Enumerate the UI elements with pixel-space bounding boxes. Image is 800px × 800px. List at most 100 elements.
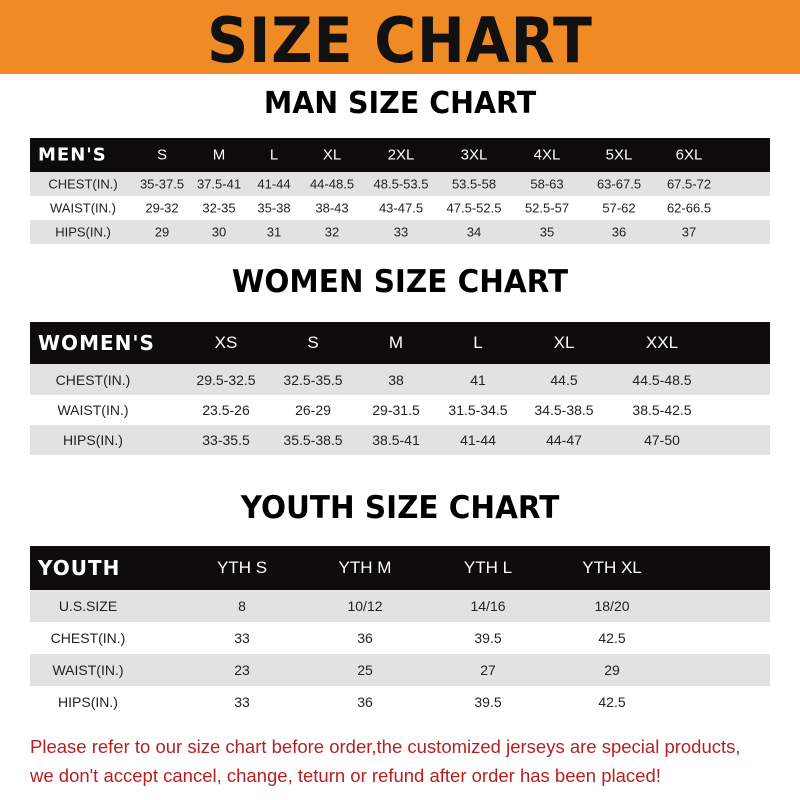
order-notice: Please refer to our size chart before or… bbox=[30, 732, 790, 790]
measurement-cell: 48.5-53.5 bbox=[373, 176, 429, 192]
table-row: CHEST(IN.) 33 36 39.5 42.5 bbox=[30, 622, 770, 654]
header-label: YOUTH bbox=[38, 556, 121, 580]
measurement-cell: 47.5-52.5 bbox=[446, 200, 502, 216]
measurement-cell: 43-47.5 bbox=[378, 200, 424, 216]
row-label: CHEST(IN.) bbox=[48, 176, 118, 192]
measurement-cell: 31 bbox=[266, 224, 282, 240]
row-label: CHEST(IN.) bbox=[50, 630, 126, 646]
measurement-cell: 44.5 bbox=[550, 371, 578, 388]
size-header: 4XL bbox=[533, 146, 561, 164]
measurement-cell: 33-35.5 bbox=[202, 432, 250, 448]
table-row: CHEST(IN.) 35-37.5 37.5-41 41-44 44-48.5 48.5… bbox=[30, 172, 770, 196]
measurement-cell: 14/16 bbox=[470, 598, 506, 614]
row-label: U.S.SIZE bbox=[58, 598, 118, 614]
table-row: WAIST(IN.) 29-32 32-35 35-38 38-43 43-47.5 47.… bbox=[30, 196, 770, 220]
size-header: XL bbox=[322, 146, 342, 164]
size-header: 5XL bbox=[605, 146, 633, 164]
size-header: YTH XL bbox=[582, 558, 642, 577]
measurement-cell: 41-44 bbox=[257, 176, 291, 192]
women-section-title: WOMEN SIZE CHART bbox=[231, 264, 569, 300]
size-header: 3XL bbox=[460, 146, 488, 164]
measurement-cell: 10/12 bbox=[347, 598, 383, 614]
measurement-cell: 38-43 bbox=[315, 200, 349, 216]
size-header: XS bbox=[214, 333, 238, 352]
measurement-cell: 33 bbox=[234, 694, 250, 710]
header-label: MEN'S bbox=[38, 144, 107, 166]
row-label: CHEST(IN.) bbox=[55, 371, 131, 388]
size-header: L bbox=[269, 146, 279, 164]
measurement-cell: 32-35 bbox=[202, 200, 236, 216]
measurement-cell: 41 bbox=[470, 371, 486, 388]
measurement-cell: 35-38 bbox=[257, 200, 291, 216]
measurement-cell: 39.5 bbox=[474, 630, 502, 646]
measurement-cell: 39.5 bbox=[474, 694, 502, 710]
measurement-cell: 52.5-57 bbox=[524, 200, 570, 216]
size-header: YTH S bbox=[216, 558, 268, 577]
measurement-cell: 38 bbox=[388, 371, 404, 388]
measurement-cell: 44-48.5 bbox=[309, 176, 355, 192]
measurement-cell: 36 bbox=[611, 224, 627, 240]
row-label: HIPS(IN.) bbox=[63, 432, 123, 448]
table-row: U.S.SIZE 8 10/12 14/16 18/20 bbox=[30, 590, 770, 622]
table-row: HIPS(IN.) 33-35.5 35.5-38.5 38.5-41 41-44 44-… bbox=[30, 425, 770, 455]
measurement-cell: 8 bbox=[238, 598, 246, 614]
measurement-cell: 23.5-26 bbox=[202, 402, 250, 418]
measurement-cell: 63-67.5 bbox=[596, 176, 642, 192]
measurement-cell: 57-62 bbox=[602, 200, 636, 216]
measurement-cell: 25 bbox=[357, 662, 373, 678]
table-row: CHEST(IN.) 29.5-32.5 32.5-35.5 38 41 44.5 44.5… bbox=[30, 364, 770, 395]
measurement-cell: 42.5 bbox=[598, 694, 626, 710]
size-header: 6XL bbox=[675, 146, 703, 164]
size-header: S bbox=[307, 333, 319, 352]
measurement-cell: 67.5-72 bbox=[666, 176, 712, 192]
men-section-title: MAN SIZE CHART bbox=[263, 86, 537, 121]
size-header: YTH L bbox=[463, 558, 513, 577]
table-row: WAIST(IN.) 23 25 27 29 bbox=[30, 654, 770, 686]
table-header-row: YOUTH YTH S YTH M YTH L YTH XL bbox=[30, 546, 770, 590]
row-label: HIPS(IN.) bbox=[55, 224, 111, 240]
measurement-cell: 29-31.5 bbox=[372, 402, 420, 418]
banner-title: SIZE CHART bbox=[207, 4, 593, 77]
measurement-cell: 44-47 bbox=[546, 432, 582, 448]
size-header: S bbox=[156, 146, 168, 164]
size-header: XL bbox=[553, 333, 575, 352]
measurement-cell: 35.5-38.5 bbox=[283, 432, 343, 448]
measurement-cell: 33 bbox=[234, 630, 250, 646]
measurement-cell: 44.5-48.5 bbox=[632, 371, 692, 388]
size-header: M bbox=[212, 146, 226, 164]
row-label: WAIST(IN.) bbox=[50, 200, 116, 216]
measurement-cell: 37.5-41 bbox=[196, 176, 242, 192]
measurement-cell: 38.5-42.5 bbox=[632, 402, 692, 418]
measurement-cell: 29.5-32.5 bbox=[196, 371, 256, 388]
measurement-cell: 31.5-34.5 bbox=[448, 402, 508, 418]
size-header: M bbox=[388, 333, 404, 352]
measurement-cell: 32 bbox=[324, 224, 340, 240]
measurement-cell: 27 bbox=[480, 662, 496, 678]
table-row: WAIST(IN.) 23.5-26 26-29 29-31.5 31.5-34.5 34… bbox=[30, 395, 770, 425]
measurement-cell: 35 bbox=[539, 224, 555, 240]
size-header: 2XL bbox=[387, 146, 415, 164]
measurement-cell: 58-63 bbox=[530, 176, 564, 192]
row-label: WAIST(IN.) bbox=[57, 402, 129, 418]
table-row: HIPS(IN.) 29 30 31 32 33 34 35 36 37 bbox=[30, 220, 770, 244]
table-header-row: MEN'S S M L XL 2XL 3XL 4XL 5XL 6XL bbox=[30, 138, 770, 172]
measurement-cell: 42.5 bbox=[598, 630, 626, 646]
banner: SIZE CHART bbox=[0, 0, 800, 77]
measurement-cell: 34.5-38.5 bbox=[534, 402, 594, 418]
measurement-cell: 34 bbox=[466, 224, 482, 240]
measurement-cell: 35-37.5 bbox=[139, 176, 185, 192]
header-label: WOMEN'S bbox=[38, 331, 155, 355]
measurement-cell: 33 bbox=[393, 224, 409, 240]
measurement-cell: 26-29 bbox=[295, 402, 331, 418]
notice-line-2: we don't accept cancel, change, teturn o… bbox=[30, 765, 661, 786]
row-label: WAIST(IN.) bbox=[52, 662, 124, 678]
size-header: L bbox=[473, 333, 483, 352]
notice-line-1: Please refer to our size chart before or… bbox=[30, 736, 741, 757]
table-row: HIPS(IN.) 33 36 39.5 42.5 bbox=[30, 686, 770, 718]
measurement-cell: 30 bbox=[211, 224, 227, 240]
measurement-cell: 36 bbox=[357, 630, 373, 646]
measurement-cell: 47-50 bbox=[644, 432, 680, 448]
measurement-cell: 38.5-41 bbox=[372, 432, 420, 448]
measurement-cell: 18/20 bbox=[594, 598, 630, 614]
size-header: YTH M bbox=[338, 558, 392, 577]
